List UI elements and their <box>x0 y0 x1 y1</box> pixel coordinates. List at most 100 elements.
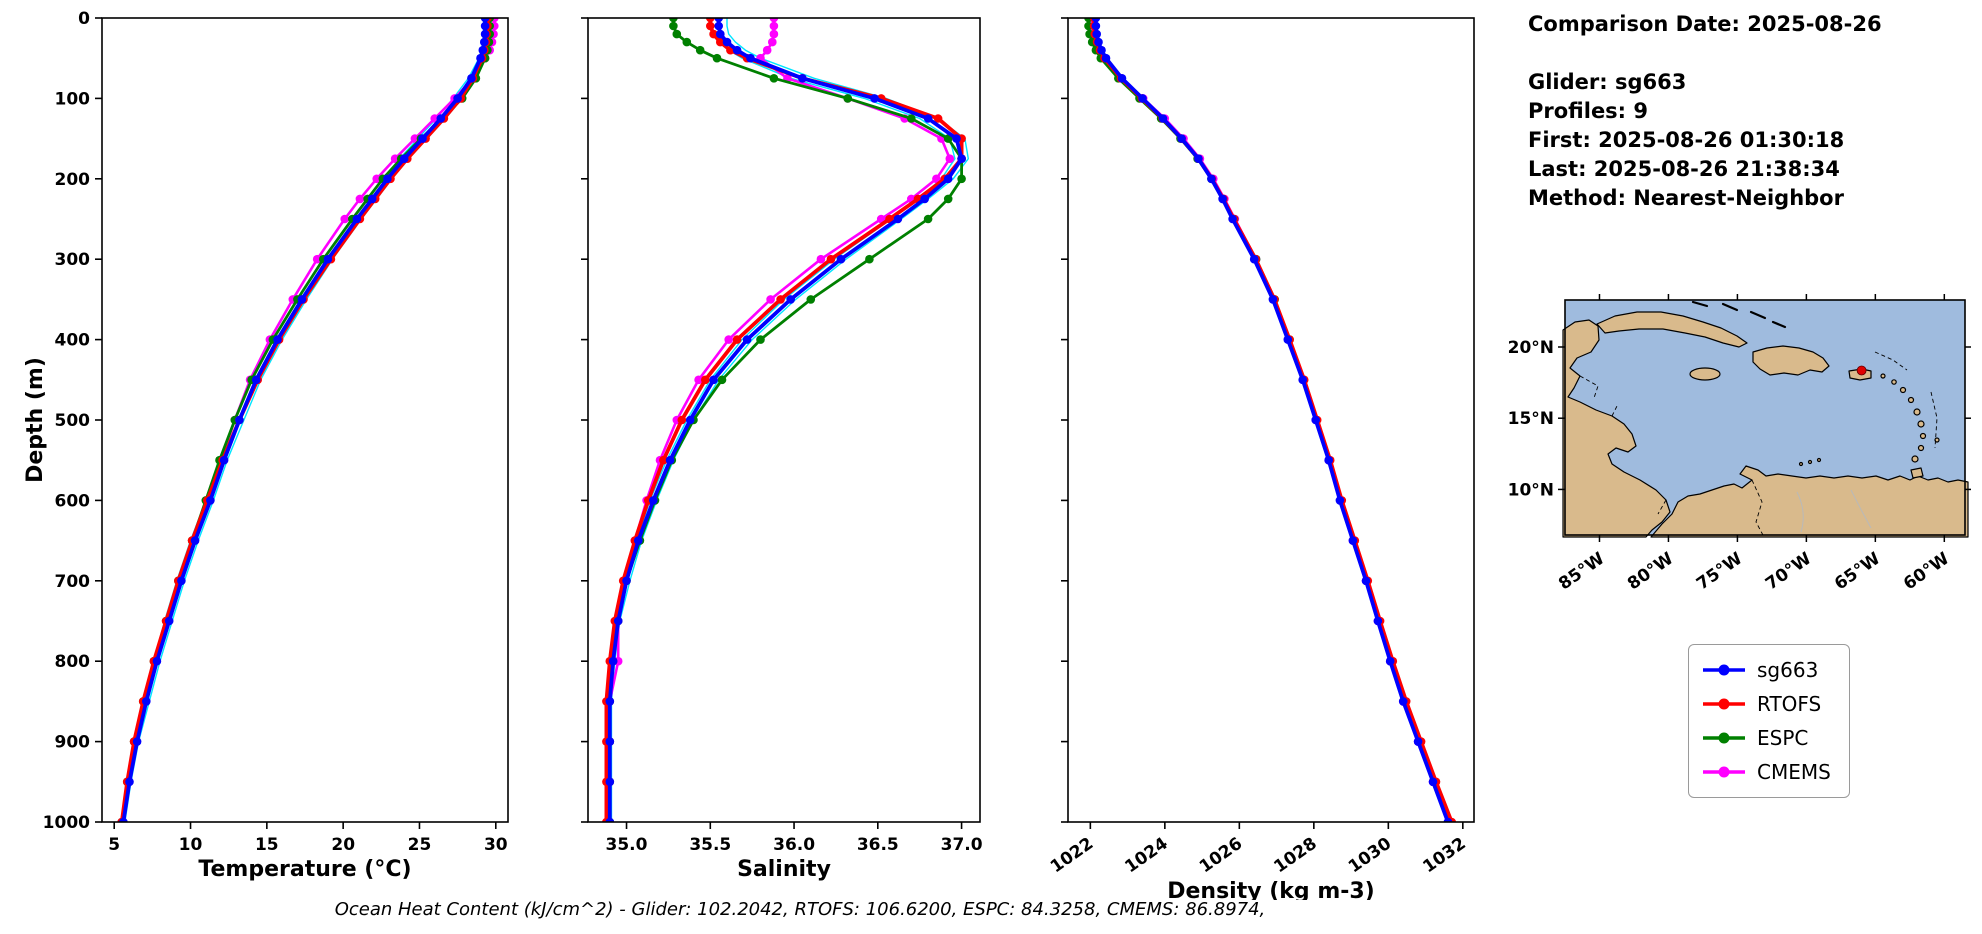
map-lat-tick-label: 10°N <box>1508 480 1554 500</box>
map-land <box>1562 311 1969 538</box>
series-line-CMEMS <box>120 18 496 822</box>
antilles-island <box>1899 386 1907 394</box>
plot-series-area <box>117 18 499 822</box>
x-tick-label: 1032 <box>1419 834 1469 878</box>
legend-item-ESPC: ESPC <box>1701 721 1831 755</box>
comparison-info-block: Comparison Date: 2025-08-26 Glider: sg66… <box>1528 10 1882 213</box>
series-line-sg663 <box>121 18 488 822</box>
y-tick-label: 200 <box>55 170 91 190</box>
series-line-ESPC <box>120 18 492 822</box>
map-lon-tick-label: 65°W <box>1831 549 1884 595</box>
jamaica-island <box>1689 367 1721 381</box>
x-tick-label: 25 <box>408 835 432 855</box>
y-tick-label: 0 <box>78 9 90 29</box>
series-markers-sg663 <box>1091 18 1453 822</box>
ohc-annotation: Ocean Heat Content (kJ/cm^2) - Glider: 1… <box>334 899 1266 920</box>
series-markers-ESPC <box>1084 18 1453 822</box>
x-tick-label: 1026 <box>1196 834 1246 878</box>
method-text: Method: Nearest-Neighbor <box>1528 186 1844 210</box>
legend-marker-CMEMS <box>1703 766 1745 778</box>
x-tick-label: 36.0 <box>773 835 815 855</box>
legend-label: ESPC <box>1757 726 1809 750</box>
barbados-island <box>1934 437 1940 443</box>
y-tick-label: 400 <box>55 331 91 351</box>
map-rivers <box>1796 489 1872 533</box>
plot-frame <box>1067 17 1475 823</box>
series-line-RTOFS <box>604 18 964 822</box>
legend-item-sg663: sg663 <box>1701 653 1831 687</box>
x-tick-label: 10 <box>179 835 203 855</box>
antilles-island <box>1917 444 1925 452</box>
legend-marker-ESPC <box>1703 732 1745 744</box>
series-line-RTOFS <box>1092 18 1454 822</box>
x-tick-label: 37.0 <box>941 835 983 855</box>
map-borders <box>1579 351 1938 538</box>
glider-position-marker <box>1856 365 1867 376</box>
series-line-sg663 <box>1094 18 1450 822</box>
x-tick-label: 30 <box>484 835 508 855</box>
map-lat-tick-label: 20°N <box>1508 338 1554 358</box>
antilles-island <box>1913 408 1921 416</box>
legend-marker-RTOFS <box>1703 698 1745 710</box>
map-lon-tick-label: 75°W <box>1693 549 1746 595</box>
series-line-sg663 <box>607 18 964 822</box>
series-markers-RTOFS <box>602 18 966 822</box>
legend-item-RTOFS: RTOFS <box>1701 687 1831 721</box>
plot-series-area <box>602 18 969 822</box>
series-markers-sg663 <box>605 18 966 822</box>
x-tick-label: 1022 <box>1047 834 1097 878</box>
map-lon-tick-label: 60°W <box>1900 549 1953 595</box>
x-tick-label: 1028 <box>1270 834 1320 878</box>
x-tick-label: 15 <box>255 835 279 855</box>
series-line-CMEMS <box>1090 18 1451 822</box>
series-line-RTOFS <box>119 18 490 822</box>
map-lon-tick-label: 80°W <box>1624 549 1677 595</box>
x-axis-label: Temperature (°C) <box>198 857 411 882</box>
series-line-ESPC <box>1087 18 1451 822</box>
antilles-island <box>1917 420 1925 428</box>
plot-frame <box>101 17 509 823</box>
y-tick-label: 100 <box>55 89 91 109</box>
antilles-island <box>1911 455 1919 463</box>
series-markers-CMEMS <box>1087 18 1453 822</box>
central-america-landmass <box>1562 319 1671 538</box>
abc-island <box>1807 459 1813 465</box>
map-lon-tick-label: 70°W <box>1762 549 1815 595</box>
abc-island <box>1798 461 1804 467</box>
x-tick-label: 1030 <box>1345 834 1395 878</box>
salinity-profile-chart: 35.0 35.5 36.0 36.5 37.0 Salinity <box>540 0 1010 904</box>
legend-box: sg663 RTOFS ESPC CMEMS <box>1688 644 1850 798</box>
legend-item-CMEMS: CMEMS <box>1701 755 1831 789</box>
x-tick-label: 36.5 <box>857 835 899 855</box>
south-america-landmass <box>1650 465 1969 538</box>
legend-label: CMEMS <box>1757 760 1831 784</box>
location-map: 85°W 80°W 75°W 70°W 65°W 60°W 20°N 15°N 10°N <box>1508 294 1971 595</box>
bahamas-islands <box>1691 300 1787 329</box>
x-axis-label: Salinity <box>737 857 831 882</box>
antilles-island <box>1880 373 1886 379</box>
x-tick-label: 5 <box>108 835 120 855</box>
abc-island <box>1816 457 1822 463</box>
y-tick-label: 500 <box>55 411 91 431</box>
antilles-island <box>1891 379 1897 385</box>
y-tick-label: 800 <box>55 652 91 672</box>
y-tick-label: 600 <box>55 491 91 511</box>
glider-id-text: Glider: sg663 <box>1528 70 1687 94</box>
density-profile-chart: 1022 1024 1026 1028 1030 1032 Density (kg m-3) <box>1020 0 1500 904</box>
map-lat-tick-label: 15°N <box>1508 409 1554 429</box>
trinidad-island <box>1910 467 1924 479</box>
profiles-count-text: Profiles: 9 <box>1528 99 1649 123</box>
y-axis-label: Depth (m) <box>23 357 48 483</box>
antilles-island <box>1919 432 1927 440</box>
first-profile-time-text: First: 2025-08-26 01:30:18 <box>1528 128 1845 152</box>
series-markers-ESPC <box>605 18 966 822</box>
series-line-glider-profile-1 <box>609 18 956 822</box>
hispaniola-island <box>1752 345 1830 376</box>
temperature-profile-chart: 5 10 15 20 25 30 0 100 200 300 400 500 600 700 800 900 1… <box>20 0 520 904</box>
x-tick-label: 35.5 <box>689 835 731 855</box>
plot-series-area <box>1084 18 1456 822</box>
series-markers-CMEMS <box>117 18 499 822</box>
legend-label: RTOFS <box>1757 692 1822 716</box>
series-line-glider-profile-2 <box>124 18 488 822</box>
